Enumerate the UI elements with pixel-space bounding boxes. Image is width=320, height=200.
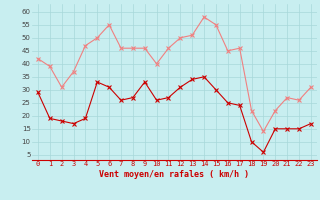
X-axis label: Vent moyen/en rafales ( km/h ): Vent moyen/en rafales ( km/h ) xyxy=(100,170,249,179)
